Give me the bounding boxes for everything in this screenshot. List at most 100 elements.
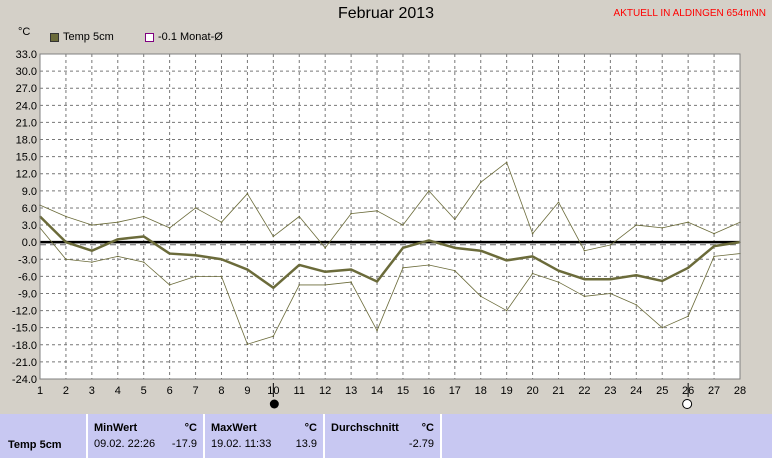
series-line-max-point xyxy=(91,224,93,226)
x-tick-label: 24 xyxy=(630,385,642,397)
chart-svg: 33.030.027.024.021.018.015.012.09.06.03.… xyxy=(12,49,746,409)
series-line-max-point xyxy=(635,224,638,226)
series-line-mean-point xyxy=(713,245,715,247)
series-line-max-point xyxy=(583,249,586,252)
series-line-max-point xyxy=(428,190,430,192)
legend-label-temp: Temp 5cm xyxy=(63,31,114,43)
y-tick-label: 27.0 xyxy=(16,83,37,95)
series-line-max-point xyxy=(609,244,612,246)
series-line-min-point xyxy=(428,264,430,266)
series-line-min-point xyxy=(91,261,93,263)
series-line-mean xyxy=(39,215,741,290)
x-tick-label: 3 xyxy=(89,385,95,397)
stats-min-cell: MinWert °C 09.02. 22:26 -17.9 xyxy=(88,414,205,458)
series-line-min-point xyxy=(142,261,145,263)
x-tick-labels: 1 2 3 4 5 6 7 8 9 10 11 12 13 14 15 16 17 18 19 20 21 22 23 24 2… xyxy=(37,385,746,397)
series-line-max-point xyxy=(376,209,378,212)
min-unit: °C xyxy=(184,422,197,434)
series-line-max-point xyxy=(713,232,715,235)
x-tick-label: 25 xyxy=(656,385,668,397)
avg-header: Durchschnitt xyxy=(331,422,399,434)
series-line-mean-point xyxy=(65,241,67,243)
series-line-mean-point xyxy=(687,267,689,269)
max-date: 19.02. 11:33 xyxy=(211,438,272,450)
series-line-max-point xyxy=(194,207,197,209)
series-line-mean-point xyxy=(609,278,612,281)
plot-border xyxy=(39,53,741,380)
x-tick-label: 2 xyxy=(63,385,69,397)
x-tick-label: 15 xyxy=(397,385,409,397)
max-value: 13.9 xyxy=(295,438,317,450)
x-tick-label: 21 xyxy=(552,385,564,397)
stats-empty-cell xyxy=(442,414,772,458)
series-line-max-point xyxy=(220,221,223,224)
series-line-max-point xyxy=(350,212,352,215)
y-tick-label: 21.0 xyxy=(16,117,37,129)
y-tick-label: 33.0 xyxy=(16,49,37,61)
series-line-min-point xyxy=(220,275,223,278)
series-line-max-point xyxy=(116,221,119,224)
plot-background xyxy=(40,54,740,379)
stats-max-cell: MaxWert °C 19.02. 11:33 13.9 xyxy=(205,414,325,458)
x-tick-label: 17 xyxy=(449,385,461,397)
series-line-mean-point xyxy=(454,247,456,249)
legend-item-temp: Temp 5cm xyxy=(50,31,114,43)
series-line-max-point xyxy=(168,227,171,229)
y-tick-label: -24.0 xyxy=(12,374,37,386)
series-line-max-point xyxy=(661,227,664,229)
x-tick-label: 28 xyxy=(734,385,746,397)
y-tick-label: -12.0 xyxy=(12,306,37,318)
x-tick-label: 23 xyxy=(604,385,616,397)
x-tick-label: 6 xyxy=(167,385,173,397)
series-line-mean-point xyxy=(661,280,664,282)
series-line-min-point xyxy=(479,295,482,298)
series-line-max-point xyxy=(505,161,508,164)
series-line-max-point xyxy=(142,215,145,218)
series-line-max-point xyxy=(324,247,326,249)
series-line-min-point xyxy=(298,284,301,286)
series-line-min-point xyxy=(168,284,171,286)
series-line-min-point xyxy=(531,272,534,275)
y-tick-label: -3.0 xyxy=(18,254,37,266)
day-marker-hollow xyxy=(682,399,693,409)
series-line-mean-point xyxy=(272,286,275,289)
x-tick-label: 16 xyxy=(423,385,435,397)
series-line-min-point xyxy=(272,335,275,338)
chart-title: Februar 2013 xyxy=(337,5,435,22)
x-tick-label: 22 xyxy=(578,385,590,397)
y-tick-label: 3.0 xyxy=(22,220,37,232)
series-line-min-point xyxy=(246,343,249,346)
legend-swatch-monat xyxy=(145,32,154,42)
series-line-mean-point xyxy=(583,278,586,281)
series-line-min-point xyxy=(557,281,560,283)
series-line-min-point xyxy=(583,295,586,298)
series-line-mean-point xyxy=(168,252,171,255)
series-line-mean-point xyxy=(376,280,378,283)
series-line-min-point xyxy=(609,292,612,295)
series-line-mean-point xyxy=(91,249,93,252)
y-tick-label: 18.0 xyxy=(16,135,37,147)
series-line-mean-point xyxy=(479,249,482,252)
series-line-mean-point xyxy=(220,258,223,261)
x-tick-label: 19 xyxy=(501,385,513,397)
x-tick-label: 9 xyxy=(244,385,250,397)
series-line-min-point xyxy=(635,304,638,306)
series-line-min-point xyxy=(194,275,197,278)
series-line-min-point xyxy=(454,269,456,272)
y-tick-label: 30.0 xyxy=(16,66,37,78)
avg-unit: °C xyxy=(421,422,434,434)
series-line-max-point xyxy=(298,215,301,218)
series-line-min-point xyxy=(376,329,378,332)
y-tick-label: 15.0 xyxy=(16,152,37,164)
marker-layer xyxy=(269,383,693,409)
series-line-min-point xyxy=(350,281,352,283)
min-date: 09.02. 22:26 xyxy=(94,438,156,450)
min-value: -17.9 xyxy=(171,438,197,450)
y-tick-label: 6.0 xyxy=(22,203,37,215)
series-layer xyxy=(39,161,741,346)
series-line-max-point xyxy=(272,235,275,238)
series-line-max-point xyxy=(479,181,482,184)
series-line-max-point xyxy=(531,232,534,235)
series-line-mean-point xyxy=(194,254,197,257)
series-line-min-point xyxy=(116,255,119,258)
